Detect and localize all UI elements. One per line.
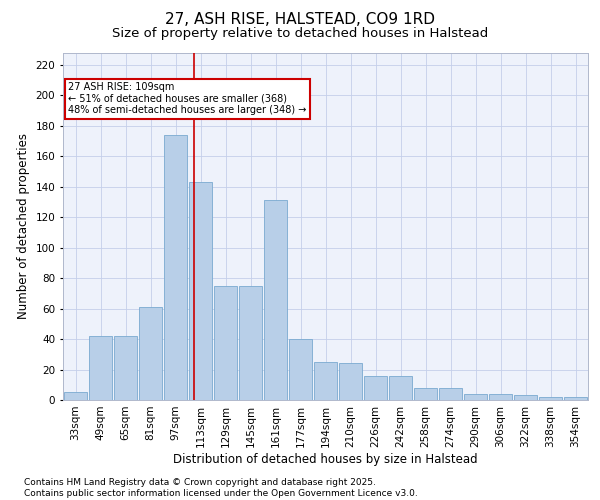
Bar	[414, 388, 437, 400]
Y-axis label: Number of detached properties: Number of detached properties	[17, 133, 30, 320]
Bar	[214, 286, 237, 400]
Bar	[89, 336, 112, 400]
Bar	[364, 376, 387, 400]
Bar	[339, 364, 362, 400]
Bar	[139, 307, 162, 400]
Bar	[189, 182, 212, 400]
Bar	[114, 336, 137, 400]
Bar	[239, 286, 262, 400]
Text: Contains HM Land Registry data © Crown copyright and database right 2025.
Contai: Contains HM Land Registry data © Crown c…	[24, 478, 418, 498]
Bar	[64, 392, 87, 400]
Bar	[314, 362, 337, 400]
Bar	[389, 376, 412, 400]
Bar	[489, 394, 512, 400]
Bar	[514, 396, 537, 400]
Bar	[464, 394, 487, 400]
X-axis label: Distribution of detached houses by size in Halstead: Distribution of detached houses by size …	[173, 452, 478, 466]
Bar	[164, 135, 187, 400]
Text: 27 ASH RISE: 109sqm
← 51% of detached houses are smaller (368)
48% of semi-detac: 27 ASH RISE: 109sqm ← 51% of detached ho…	[68, 82, 307, 115]
Bar	[289, 339, 312, 400]
Bar	[264, 200, 287, 400]
Text: Size of property relative to detached houses in Halstead: Size of property relative to detached ho…	[112, 28, 488, 40]
Bar	[564, 397, 587, 400]
Bar	[439, 388, 462, 400]
Bar	[539, 397, 562, 400]
Text: 27, ASH RISE, HALSTEAD, CO9 1RD: 27, ASH RISE, HALSTEAD, CO9 1RD	[165, 12, 435, 28]
